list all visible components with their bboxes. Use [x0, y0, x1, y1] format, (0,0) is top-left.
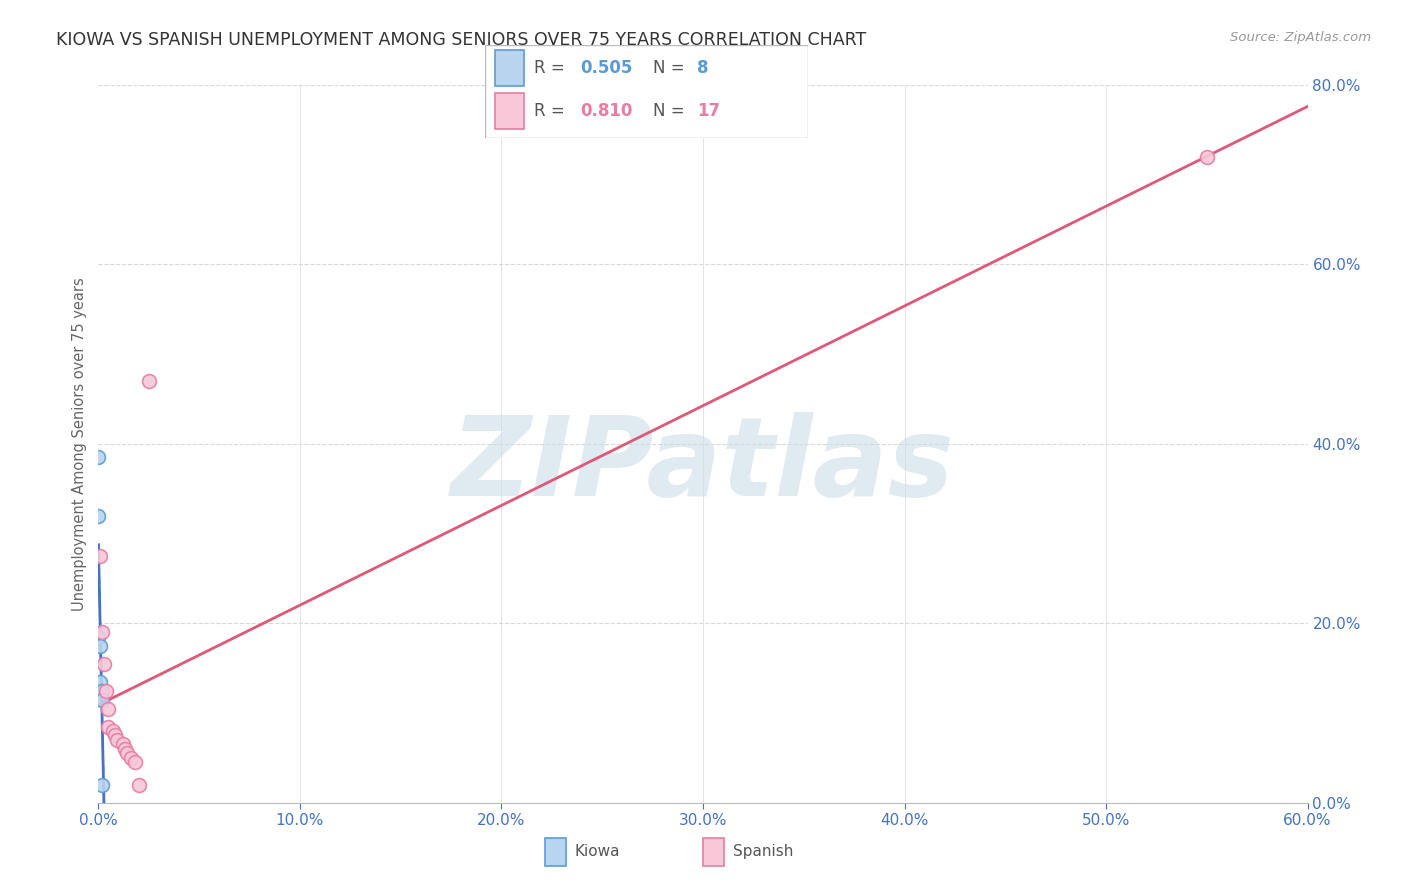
Bar [703, 838, 724, 866]
Text: 17: 17 [697, 102, 720, 120]
Point [96, 683, 118, 698]
Point [87, 450, 110, 465]
Point [101, 724, 124, 739]
Bar [544, 838, 565, 866]
Point [91, 625, 114, 640]
Point [89, 674, 111, 689]
Point [105, 733, 128, 747]
Bar [495, 94, 524, 129]
Point [103, 729, 125, 743]
Point [128, 778, 150, 792]
Point [124, 756, 146, 770]
Text: Kiowa: Kiowa [575, 845, 620, 859]
Bar [495, 50, 524, 86]
Text: N =: N = [654, 59, 690, 77]
Text: 0.810: 0.810 [581, 102, 633, 120]
Point [138, 374, 160, 388]
Point [120, 751, 142, 765]
Text: N =: N = [654, 102, 690, 120]
Point [1195, 150, 1218, 164]
Text: 8: 8 [697, 59, 709, 77]
Text: KIOWA VS SPANISH UNEMPLOYMENT AMONG SENIORS OVER 75 YEARS CORRELATION CHART: KIOWA VS SPANISH UNEMPLOYMENT AMONG SENI… [56, 31, 866, 49]
Text: Spanish: Spanish [733, 845, 793, 859]
Text: 0.505: 0.505 [581, 59, 633, 77]
Text: ZIPatlas: ZIPatlas [451, 412, 955, 519]
Point [89, 549, 111, 563]
Point [91, 778, 114, 792]
Point [89, 639, 111, 653]
Point [87, 508, 110, 523]
Y-axis label: Unemployment Among Seniors over 75 years: Unemployment Among Seniors over 75 years [72, 277, 87, 611]
Text: Source: ZipAtlas.com: Source: ZipAtlas.com [1230, 31, 1371, 45]
Point [97, 701, 120, 715]
Point [114, 742, 136, 756]
Point [111, 738, 134, 752]
Point [91, 692, 114, 706]
Point [93, 657, 115, 671]
Text: R =: R = [533, 102, 569, 120]
Point [87, 630, 110, 644]
Point [97, 719, 120, 733]
Point [115, 747, 138, 761]
Point [91, 683, 114, 698]
Text: R =: R = [533, 59, 569, 77]
